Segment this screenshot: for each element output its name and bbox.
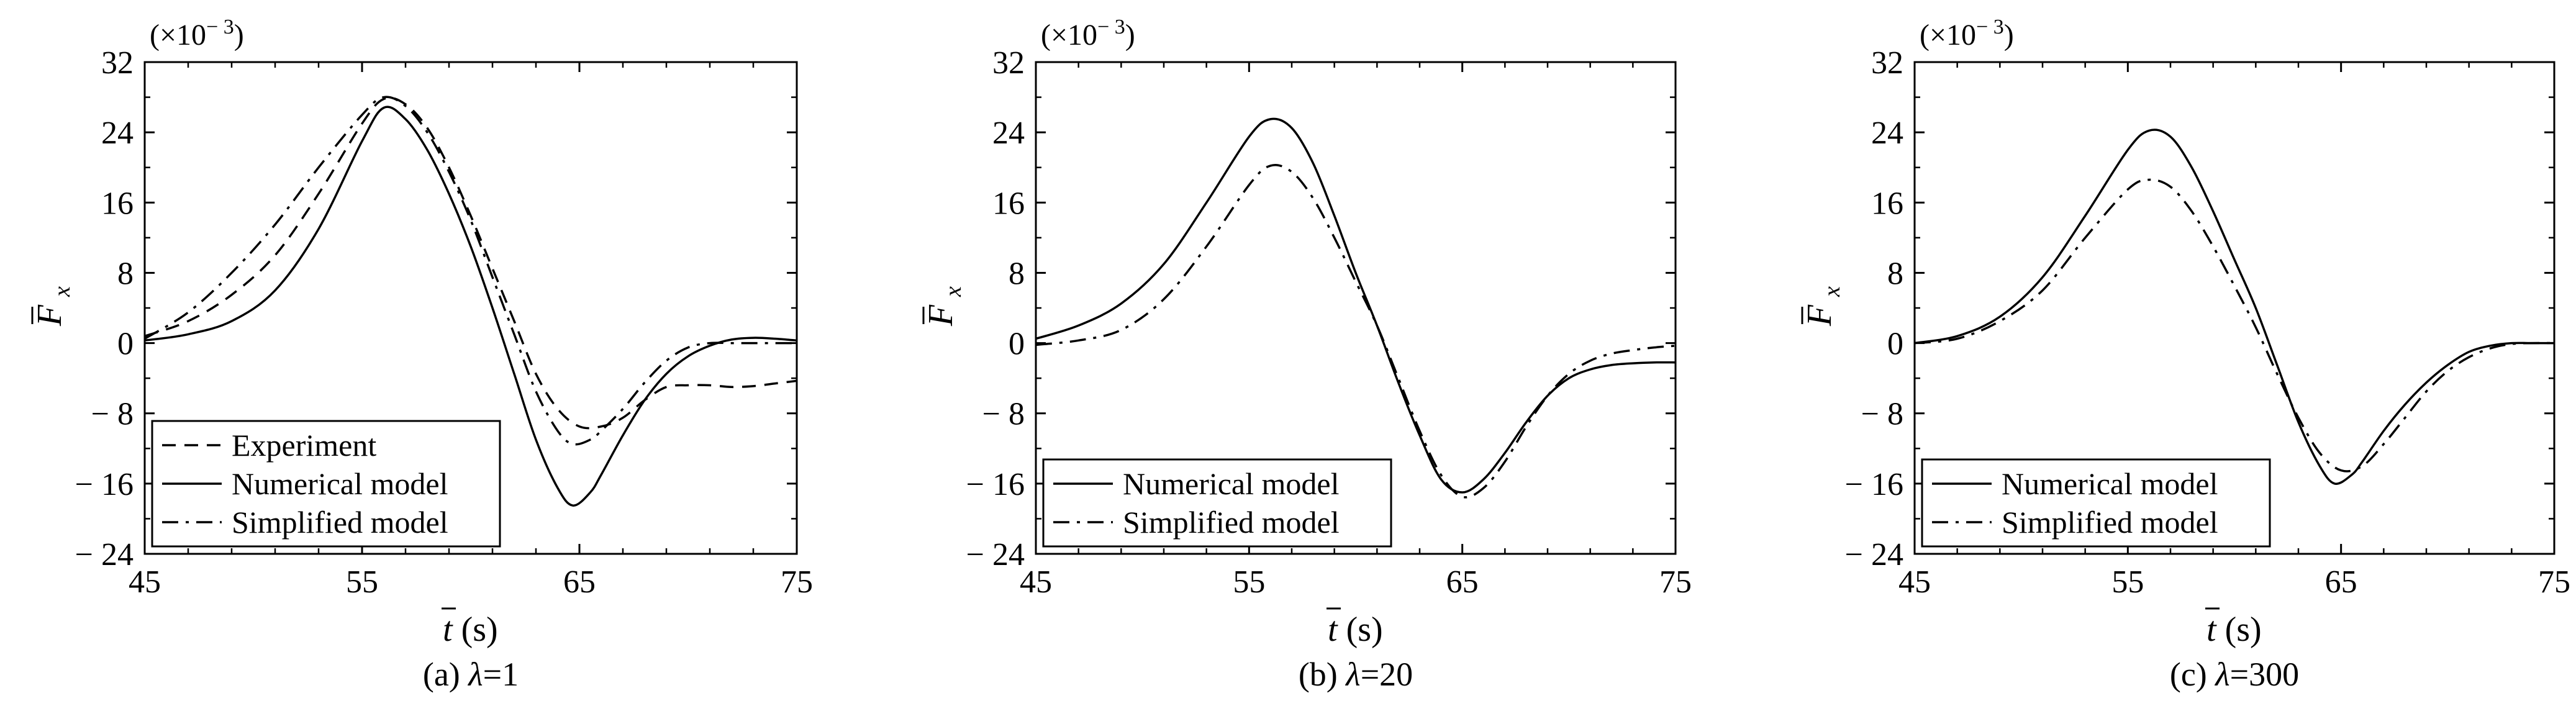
x-tick-label: 55	[1233, 564, 1265, 600]
y-axis-symbol: F	[30, 304, 69, 327]
y-tick-label: 24	[1871, 115, 1903, 151]
y-tick-label: 0	[117, 327, 134, 362]
x-tick-label: 45	[1020, 564, 1052, 600]
y-axis-symbol: F	[1800, 304, 1839, 327]
legend-box	[1042, 458, 1392, 548]
x-tick-label: 55	[346, 564, 378, 600]
series-line-numerical-model	[1036, 117, 1676, 494]
y-axis-subscript: x	[49, 286, 75, 297]
y-tick-label: 32	[101, 45, 134, 81]
x-tick-label: 45	[1898, 564, 1931, 600]
y-axis-subscript: x	[940, 286, 966, 297]
y-tick-label: 8	[117, 256, 134, 291]
series-line-simplified-model	[1036, 163, 1676, 499]
legend-label: Numerical model	[232, 466, 448, 501]
x-axis-label: t (s)	[2206, 610, 2262, 649]
y-multiplier-label: (×10− 3)	[150, 16, 244, 52]
x-tick-label: 45	[129, 564, 161, 600]
panel-caption: (b) λ=20	[1299, 656, 1413, 693]
legend: Numerical model Simplified model	[1042, 458, 1392, 548]
y-tick-label: 0	[1887, 327, 1903, 362]
y-tick-label: 24	[101, 115, 134, 151]
y-multiplier-label: (×10− 3)	[1920, 16, 2014, 52]
y-tick-label: − 8	[91, 397, 134, 432]
y-axis-label: Fx	[922, 286, 966, 327]
legend-label: Simplified model	[2002, 505, 2218, 540]
y-tick-label: − 16	[1845, 467, 1903, 502]
y-tick-label: 32	[992, 45, 1025, 81]
legend-box	[1921, 458, 2271, 548]
y-tick-label: 16	[1871, 186, 1903, 221]
series-line-simplified-model	[1915, 178, 2554, 473]
y-multiplier-label: (×10− 3)	[1041, 16, 1135, 52]
panel-caption: (c) λ=300	[2170, 656, 2299, 693]
x-tick-label: 75	[1659, 564, 1692, 600]
y-tick-label: − 24	[966, 537, 1025, 572]
panel-caption: (a) λ=1	[423, 656, 519, 693]
x-axis-label: t (s)	[1328, 610, 1383, 649]
y-axis-subscript: x	[1819, 286, 1845, 297]
legend-label: Experiment	[232, 428, 376, 463]
x-tick-label: 75	[2538, 564, 2570, 600]
x-tick-label: 65	[563, 564, 596, 600]
x-tick-label: 65	[2325, 564, 2357, 600]
y-tick-label: 8	[1009, 256, 1025, 291]
y-tick-label: 8	[1887, 256, 1903, 291]
series-line-numerical-model	[145, 106, 797, 507]
y-axis-label: Fx	[30, 286, 75, 327]
legend-label: Simplified model	[1123, 505, 1340, 540]
series-line-numerical-model	[1915, 129, 2554, 485]
legend: Numerical model Simplified model	[1921, 458, 2271, 548]
x-tick-label: 75	[781, 564, 813, 600]
x-tick-label: 55	[2111, 564, 2144, 600]
legend-label: Numerical model	[1123, 466, 1340, 501]
y-tick-label: − 8	[982, 397, 1025, 432]
y-tick-label: − 8	[1861, 397, 1903, 432]
y-tick-label: − 16	[75, 467, 134, 502]
legend-label: Simplified model	[232, 505, 448, 540]
y-tick-label: 16	[101, 186, 134, 221]
y-tick-label: 32	[1871, 45, 1903, 81]
x-tick-label: 65	[1446, 564, 1479, 600]
y-tick-label: − 24	[1845, 537, 1903, 572]
y-tick-label: 24	[992, 115, 1025, 151]
y-tick-label: 0	[1009, 327, 1025, 362]
series-line-experiment	[145, 96, 797, 430]
y-axis-symbol: F	[922, 304, 960, 327]
x-axis-label: t (s)	[443, 610, 498, 649]
y-axis-label: Fx	[1800, 286, 1845, 327]
y-tick-label: − 16	[966, 467, 1025, 502]
legend-label: Numerical model	[2002, 466, 2218, 501]
series-line-simplified-model	[145, 96, 797, 446]
y-tick-label: 16	[992, 186, 1025, 221]
y-tick-label: − 24	[75, 537, 134, 572]
